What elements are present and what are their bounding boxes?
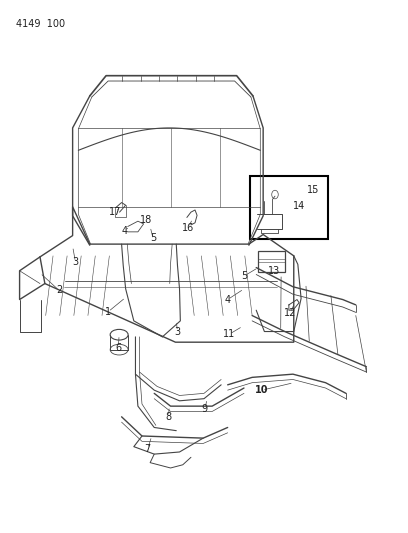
Text: 4: 4 xyxy=(121,226,128,236)
Text: 16: 16 xyxy=(182,223,195,232)
Text: 7: 7 xyxy=(144,444,151,454)
Text: 10: 10 xyxy=(255,385,269,395)
Bar xyxy=(258,251,285,272)
Text: 8: 8 xyxy=(165,412,172,422)
Text: 15: 15 xyxy=(307,185,319,195)
Text: 1: 1 xyxy=(105,307,111,317)
Text: 12: 12 xyxy=(284,308,297,318)
Text: 17: 17 xyxy=(109,207,121,216)
Text: 3: 3 xyxy=(174,327,181,336)
Text: 13: 13 xyxy=(268,266,280,276)
Text: 2: 2 xyxy=(56,286,62,295)
Text: 11: 11 xyxy=(223,329,235,339)
Text: 4149  100: 4149 100 xyxy=(16,19,65,29)
Text: 3: 3 xyxy=(72,257,79,267)
Text: 6: 6 xyxy=(115,343,122,352)
Text: 14: 14 xyxy=(293,201,305,211)
Text: 5: 5 xyxy=(241,271,247,281)
Bar xyxy=(250,176,328,239)
Text: 5: 5 xyxy=(150,233,156,243)
Text: 9: 9 xyxy=(202,404,208,414)
Text: 18: 18 xyxy=(140,215,152,224)
Text: 4: 4 xyxy=(224,295,231,304)
